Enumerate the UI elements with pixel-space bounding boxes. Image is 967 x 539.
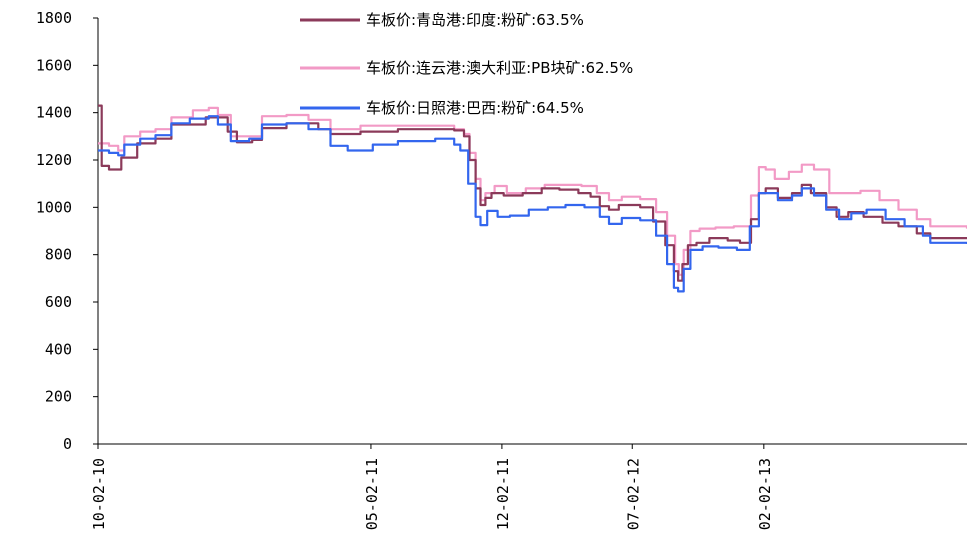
y-tick-label: 400 xyxy=(45,340,72,358)
x-tick-label: 12-02-11 xyxy=(494,458,512,530)
x-tick-label: 07-02-12 xyxy=(624,458,642,530)
y-tick-label: 1800 xyxy=(36,9,72,27)
y-tick-label: 200 xyxy=(45,388,72,406)
y-tick-label: 1000 xyxy=(36,198,72,216)
series-lines xyxy=(98,104,967,293)
series-line-1 xyxy=(98,104,967,282)
y-tick-label: 1200 xyxy=(36,151,72,169)
series-line-3 xyxy=(98,115,967,293)
y-axis: 0 200 400 600 800 1000 1200 1400 1600 1800 xyxy=(36,9,99,453)
legend-label-3: 车板价:日照港:巴西:粉矿:64.5% xyxy=(366,99,584,117)
series-line-2 xyxy=(98,106,967,276)
y-tick-label: 800 xyxy=(45,246,72,264)
y-tick-label: 1400 xyxy=(36,104,72,122)
x-axis: 10-02-10 05-02-11 12-02-11 07-02-12 02-02-13 xyxy=(90,443,967,530)
x-tick-label: 10-02-10 xyxy=(90,458,108,530)
y-tick-label: 0 xyxy=(63,435,72,453)
x-tick-label: 05-02-11 xyxy=(363,458,381,530)
legend-label-1: 车板价:青岛港:印度:粉矿:63.5% xyxy=(366,11,584,29)
legend-label-2: 车板价:连云港:澳大利亚:PB块矿:62.5% xyxy=(366,59,633,77)
y-tick-label: 600 xyxy=(45,293,72,311)
x-tick-label: 02-02-13 xyxy=(756,458,774,530)
y-tick-label: 1600 xyxy=(36,56,72,74)
legend: 车板价:青岛港:印度:粉矿:63.5% 车板价:连云港:澳大利亚:PB块矿:62.… xyxy=(300,11,633,117)
